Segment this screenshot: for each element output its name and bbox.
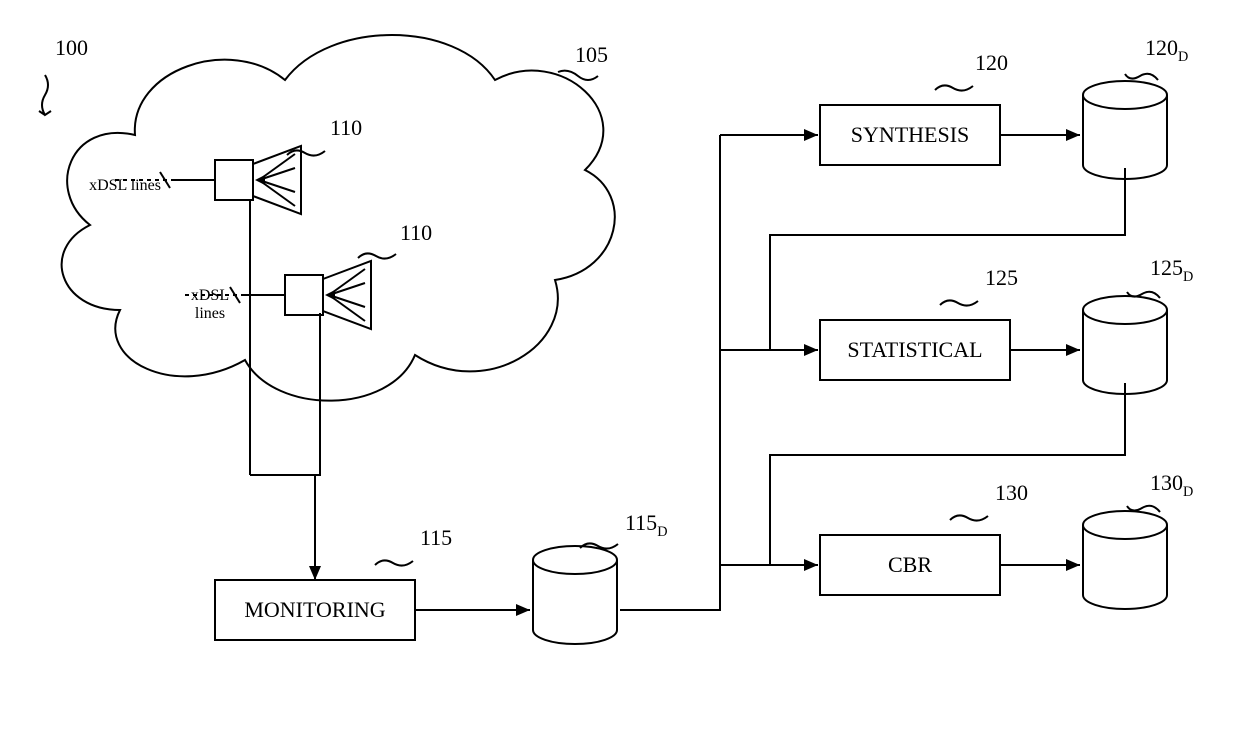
- svg-text:xDSL: xDSL: [191, 287, 229, 304]
- svg-text:120D: 120D: [1145, 35, 1188, 65]
- svg-text:lines: lines: [195, 305, 225, 322]
- svg-text:125: 125: [985, 265, 1018, 290]
- svg-text:115D: 115D: [625, 510, 668, 540]
- svg-text:SYNTHESIS: SYNTHESIS: [851, 122, 970, 147]
- svg-text:100: 100: [55, 35, 88, 60]
- svg-text:115: 115: [420, 525, 452, 550]
- svg-text:105: 105: [575, 42, 608, 67]
- svg-text:125D: 125D: [1150, 255, 1193, 285]
- svg-text:110: 110: [400, 220, 432, 245]
- svg-text:xDSL lines: xDSL lines: [89, 177, 161, 194]
- svg-text:MONITORING: MONITORING: [244, 597, 385, 622]
- svg-text:130D: 130D: [1150, 470, 1193, 500]
- svg-text:130: 130: [995, 480, 1028, 505]
- diagram-canvas: xDSL lines xDSLlines MONITORING SYNTHESIS ST…: [0, 0, 1240, 735]
- svg-text:STATISTICAL: STATISTICAL: [847, 337, 982, 362]
- svg-text:110: 110: [330, 115, 362, 140]
- svg-text:120: 120: [975, 50, 1008, 75]
- cloud: [62, 35, 615, 401]
- svg-text:CBR: CBR: [888, 552, 932, 577]
